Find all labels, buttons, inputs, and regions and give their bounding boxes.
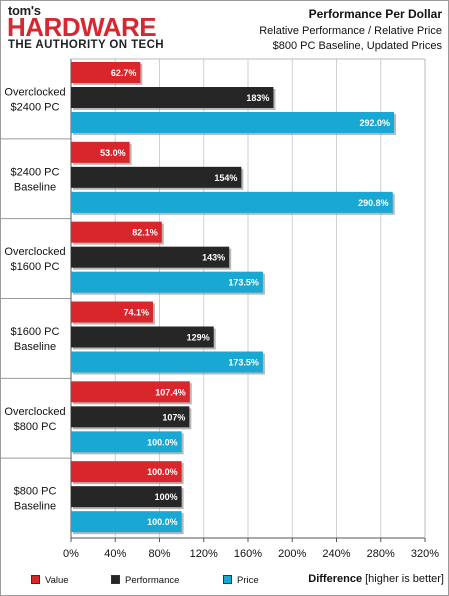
x-tick-label: 240% (322, 548, 350, 560)
chart-title: Performance Per Dollar (308, 7, 442, 21)
data-label: 143% (202, 253, 225, 263)
bar-value (71, 62, 141, 83)
bar-value (71, 141, 130, 163)
bar-value (71, 461, 182, 483)
x-tick-label: 320% (411, 548, 439, 560)
bar-value (71, 381, 190, 403)
category-label: Baseline (14, 341, 56, 353)
x-tick-label: 80% (148, 548, 170, 560)
category-label: $2400 PC (11, 101, 60, 113)
category-label: $2400 PC (11, 166, 60, 178)
data-label: 62.7% (111, 68, 137, 78)
axis-note-bold: Difference (308, 573, 363, 585)
logo-tagline: THE AUTHORITY ON TECH (8, 39, 164, 51)
bar-performance (71, 87, 274, 108)
x-tick-label: 280% (367, 548, 395, 560)
data-label: 100% (155, 492, 178, 502)
category-label: Baseline (14, 181, 56, 193)
data-label: 129% (187, 333, 210, 343)
data-label: 154% (214, 173, 237, 183)
x-tick-label: 0% (63, 548, 79, 560)
legend-swatch-price (223, 575, 232, 584)
data-label: 74.1% (123, 308, 149, 318)
data-label: 173.5% (228, 278, 259, 288)
data-label: 53.0% (100, 148, 126, 158)
legend-swatch-value (31, 575, 40, 584)
legend-label-value: Value (45, 575, 69, 586)
bar-performance (71, 326, 214, 348)
legend-item-price: Price (223, 575, 259, 586)
bar-price (71, 511, 182, 533)
logo: tom's HARDWARE THE AUTHORITY ON TECH (7, 3, 177, 53)
data-label: 100.0% (147, 437, 178, 447)
bar-value (71, 301, 153, 323)
bar-price (71, 431, 182, 453)
bar-chart: 0% 40% 80% 120% 160% 200% 240% 280% 320% Overcloc… (1, 58, 439, 560)
data-label: 290.8% (358, 198, 389, 208)
category-label: $1600 PC (11, 261, 60, 273)
category-label: $1600 PC (11, 326, 60, 338)
data-label: 100.0% (147, 467, 178, 477)
category-label: Overclocked (4, 246, 65, 258)
bar-price (71, 351, 263, 373)
bar-performance (71, 486, 182, 508)
data-label: 292.0% (359, 118, 390, 128)
bar-price (71, 191, 393, 213)
x-tick-label: 40% (104, 548, 126, 560)
category-label: Overclocked (4, 86, 65, 98)
bar-value (71, 221, 162, 243)
data-label: 107.4% (155, 387, 186, 397)
legend-label-price: Price (237, 575, 259, 586)
data-label: 107% (162, 412, 185, 422)
data-label: 100.0% (147, 517, 178, 527)
legend: Value Performance Price Difference [high… (1, 573, 449, 591)
chart-subtitle-2: $800 PC Baseline, Updated Prices (272, 40, 442, 52)
data-label: 82.1% (132, 228, 158, 238)
logo-hardware: HARDWARE (7, 12, 157, 42)
legend-label-performance: Performance (125, 575, 180, 586)
legend-swatch-performance (111, 575, 120, 584)
logo-toms: tom's (8, 3, 41, 18)
bar-price (71, 112, 395, 133)
legend-item-value: Value (31, 575, 69, 586)
category-label: $800 PC (14, 421, 57, 433)
x-tick-label: 200% (278, 548, 306, 560)
data-label: 173.5% (228, 358, 259, 368)
chart-subtitle: Relative Performance / Relative Price (259, 25, 442, 37)
axis-note-rest: [higher is better] (362, 573, 444, 585)
x-tick-label: 120% (190, 548, 218, 560)
category-label: $800 PC (14, 486, 57, 498)
category-label: Overclocked (4, 406, 65, 418)
axis-note: Difference [higher is better] (308, 573, 444, 585)
x-tick-label: 160% (234, 548, 262, 560)
bar-price (71, 271, 263, 293)
bar-performance (71, 246, 230, 268)
category-label: Baseline (14, 501, 56, 513)
bar-performance (71, 406, 190, 428)
legend-item-performance: Performance (111, 575, 179, 586)
bar-performance (71, 166, 242, 188)
data-label: 183% (246, 93, 269, 103)
